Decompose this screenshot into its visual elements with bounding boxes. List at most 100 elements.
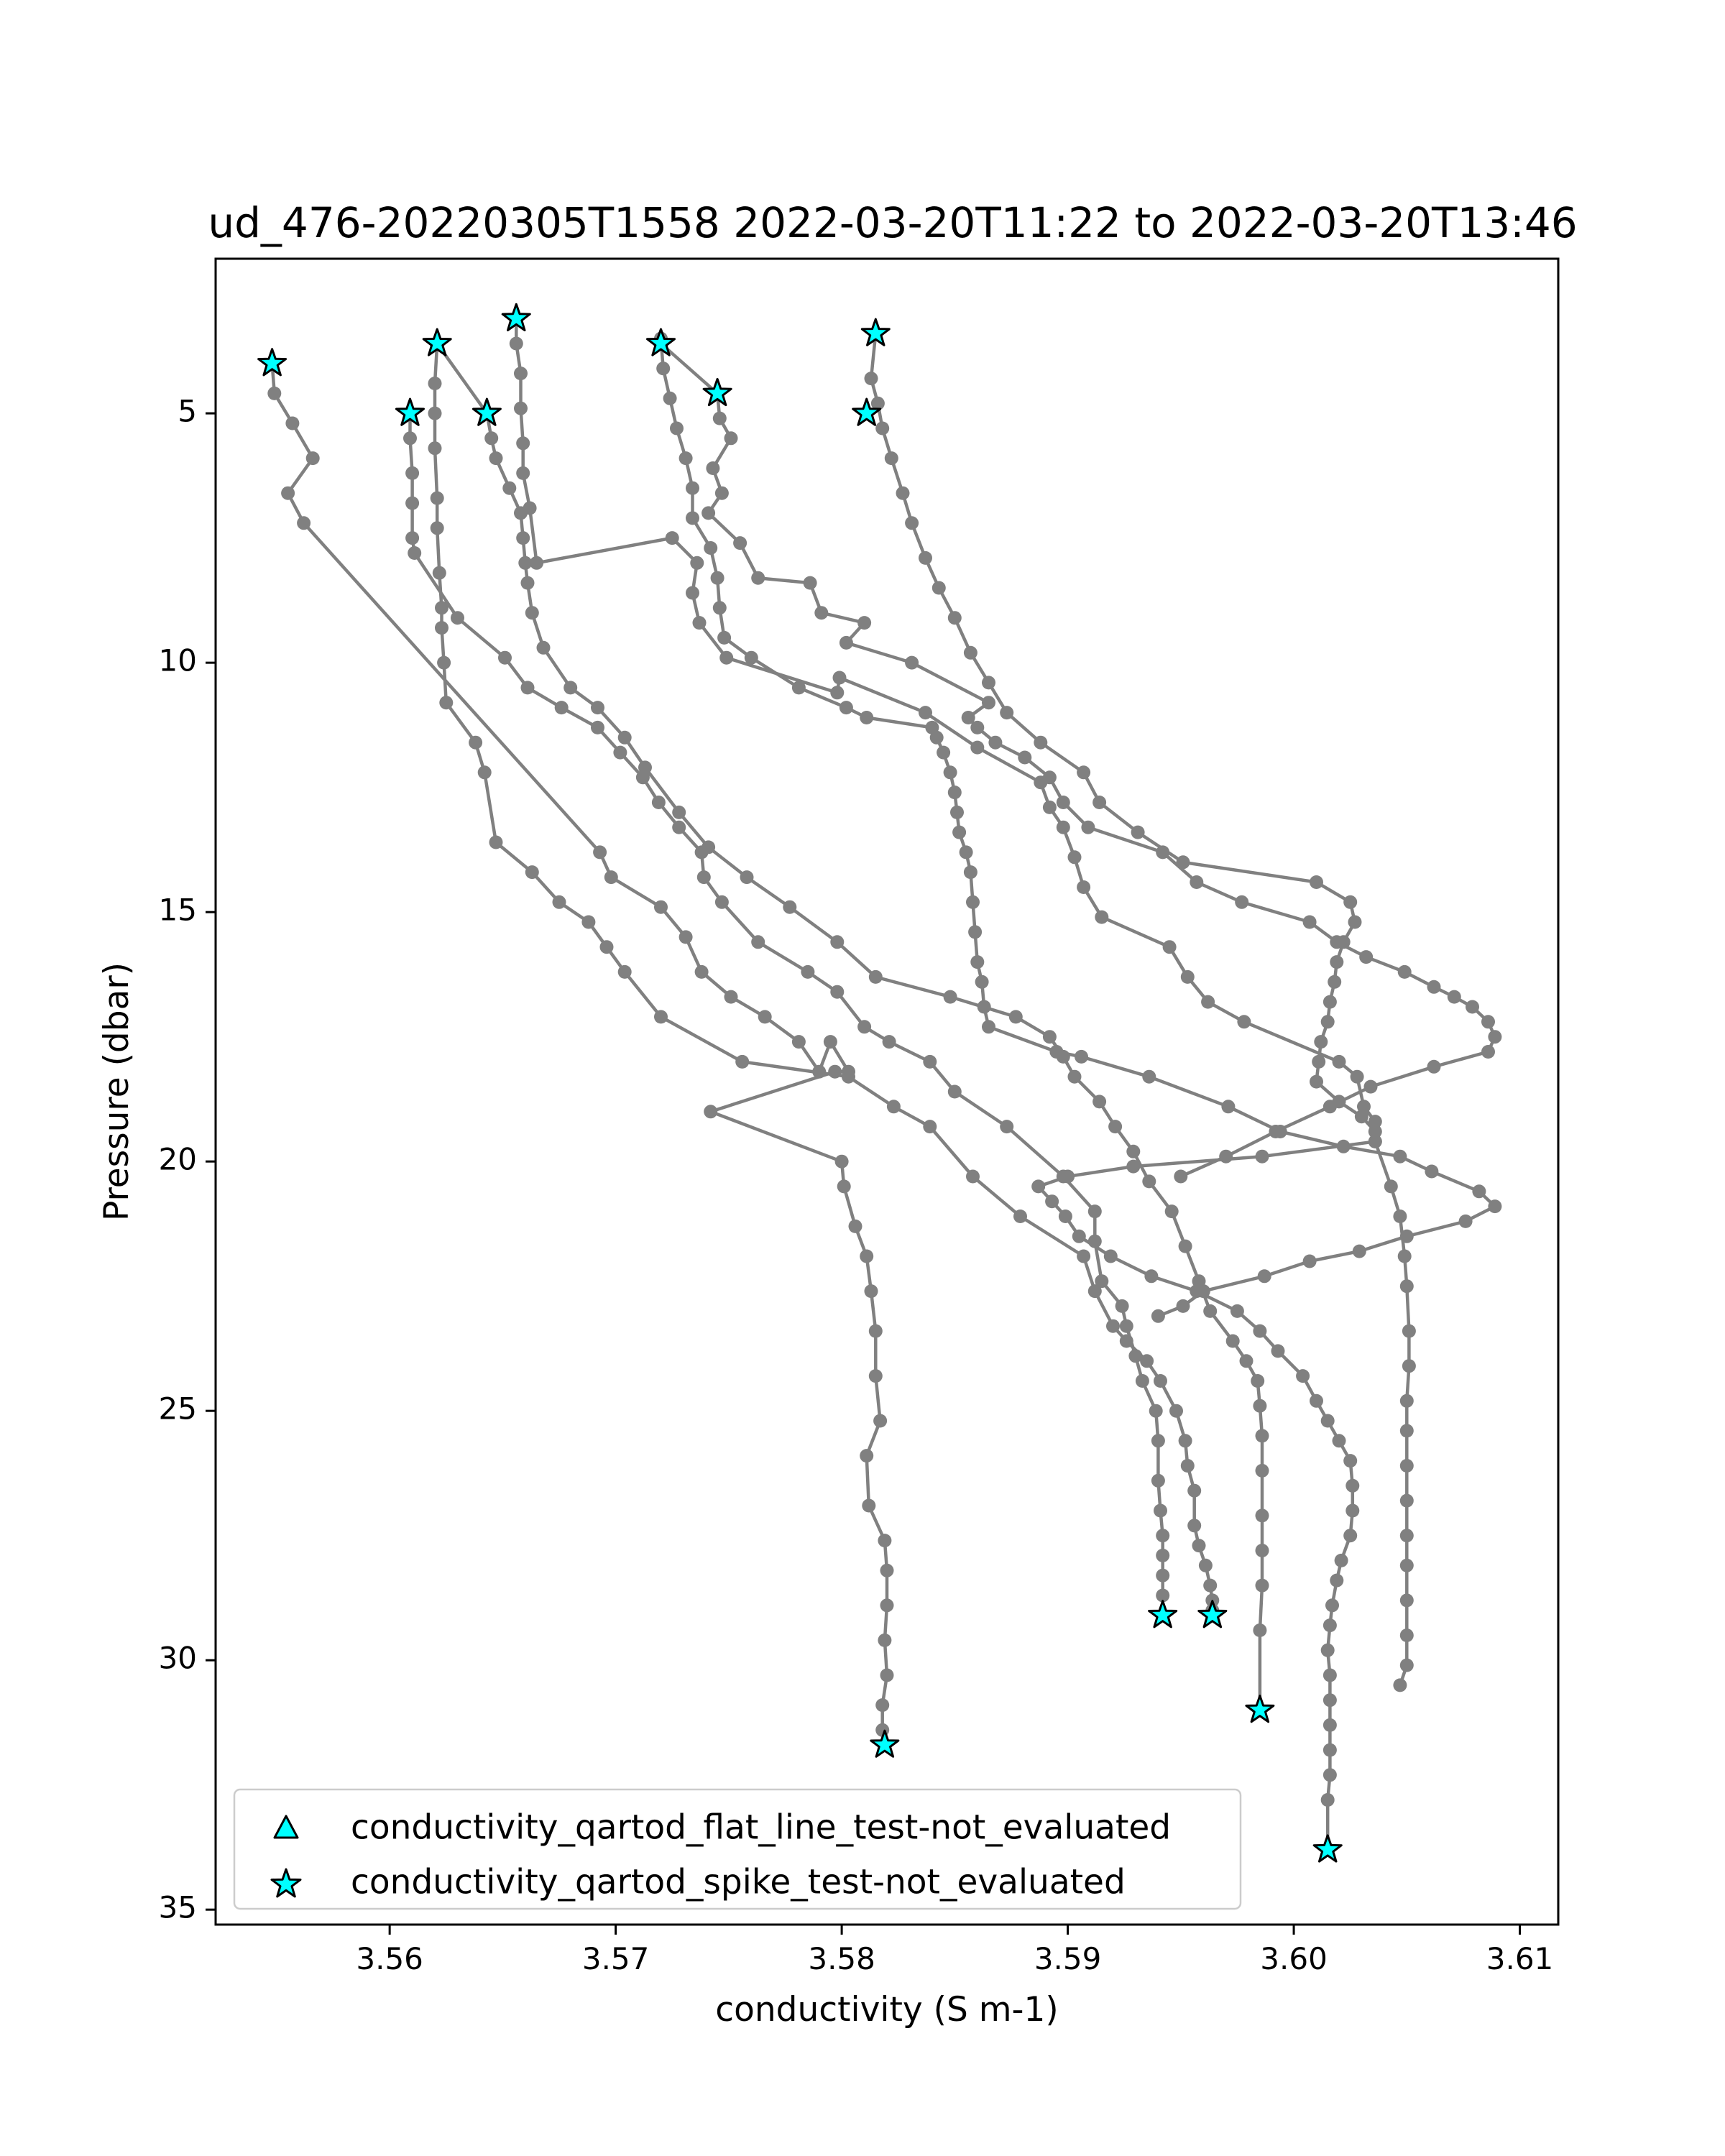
data-point — [1192, 1539, 1206, 1553]
data-point — [963, 865, 978, 880]
data-point — [712, 411, 727, 425]
series-5 — [509, 311, 1416, 1692]
data-point — [405, 496, 420, 510]
data-point — [665, 531, 679, 545]
data-point — [1322, 1743, 1337, 1757]
data-point — [1075, 1049, 1088, 1064]
data-point — [1481, 1045, 1495, 1059]
data-point — [1332, 1434, 1346, 1448]
data-point — [937, 745, 951, 760]
data-point — [1000, 706, 1014, 720]
data-point — [961, 711, 975, 724]
data-point — [714, 486, 729, 500]
data-point — [905, 655, 919, 670]
data-point — [604, 870, 618, 885]
data-point — [1352, 1244, 1366, 1258]
spike-test-marker — [702, 377, 732, 407]
data-point — [1056, 796, 1070, 809]
data-point — [1119, 1319, 1133, 1333]
data-point — [484, 431, 499, 446]
data-point — [1336, 935, 1351, 949]
data-point — [509, 336, 523, 351]
data-point — [1221, 1100, 1236, 1114]
spike-test-marker — [1312, 1834, 1343, 1863]
data-point — [1322, 995, 1337, 1009]
data-point — [1203, 1578, 1218, 1593]
data-point — [672, 820, 686, 834]
data-point — [966, 1169, 980, 1184]
data-point — [1225, 1334, 1240, 1348]
legend-label-flat-line: conductivity_qartod_flat_line_test-not_e… — [351, 1808, 1171, 1848]
data-point — [801, 964, 815, 979]
data-point — [1135, 1374, 1149, 1388]
data-point — [451, 611, 464, 625]
data-point — [823, 1035, 837, 1049]
data-point — [857, 1020, 872, 1034]
data-point — [437, 655, 451, 670]
data-point — [864, 372, 878, 386]
data-point — [1399, 1459, 1414, 1473]
data-point — [880, 1563, 894, 1577]
data-point — [1237, 1015, 1251, 1029]
data-point — [1180, 1459, 1195, 1473]
data-point — [704, 1105, 718, 1119]
data-point — [868, 1324, 883, 1338]
data-point — [791, 1035, 806, 1049]
data-point — [952, 825, 967, 839]
data-point — [1140, 1354, 1154, 1368]
legend-label-spike: conductivity_qartod_spike_test-not_evalu… — [351, 1863, 1126, 1902]
data-point — [1045, 1194, 1059, 1209]
data-point — [710, 571, 724, 585]
data-point — [1187, 1483, 1202, 1498]
data-point — [1034, 735, 1048, 750]
data-point — [686, 481, 699, 495]
data-point — [656, 361, 671, 376]
data-point — [552, 895, 566, 909]
data-point — [1346, 1478, 1360, 1493]
data-point — [1488, 1030, 1502, 1044]
y-tick-label: 35 — [159, 1890, 197, 1925]
data-point — [1399, 1593, 1414, 1608]
data-point — [1320, 1793, 1335, 1807]
data-point — [1255, 1429, 1269, 1443]
data-point — [670, 421, 684, 436]
data-point — [1310, 875, 1323, 889]
data-point — [1178, 1434, 1192, 1448]
data-point — [581, 915, 596, 929]
data-point — [469, 735, 483, 750]
data-point — [1198, 1558, 1213, 1572]
data-point — [1230, 1304, 1244, 1318]
data-point — [884, 451, 898, 466]
x-tick-label: 3.61 — [1486, 1941, 1554, 1976]
data-point — [1081, 820, 1095, 834]
x-tick-label: 3.60 — [1260, 1941, 1328, 1976]
data-point — [988, 735, 1003, 750]
data-point — [977, 1000, 991, 1014]
data-point — [1343, 1454, 1358, 1468]
data-point — [943, 765, 957, 780]
spike-test-marker — [870, 1729, 900, 1758]
data-point — [439, 696, 454, 710]
spike-test-marker — [472, 397, 502, 426]
data-point — [875, 421, 890, 436]
data-point — [516, 531, 530, 545]
data-point — [1257, 1269, 1271, 1284]
data-point — [878, 1534, 892, 1548]
data-point — [403, 431, 417, 446]
spike-test-marker — [501, 303, 531, 331]
marker-layer — [257, 303, 1343, 1863]
data-point — [947, 786, 962, 800]
data-point — [963, 645, 978, 660]
data-point — [678, 451, 693, 466]
data-point — [1384, 1179, 1398, 1194]
data-point — [690, 556, 704, 570]
data-point — [489, 835, 503, 849]
data-point — [886, 1100, 901, 1114]
data-point — [758, 1010, 772, 1024]
data-point — [1399, 1279, 1414, 1294]
data-point — [712, 601, 727, 615]
data-point — [837, 1179, 851, 1194]
data-point — [1402, 1359, 1416, 1373]
data-point — [947, 1084, 962, 1099]
